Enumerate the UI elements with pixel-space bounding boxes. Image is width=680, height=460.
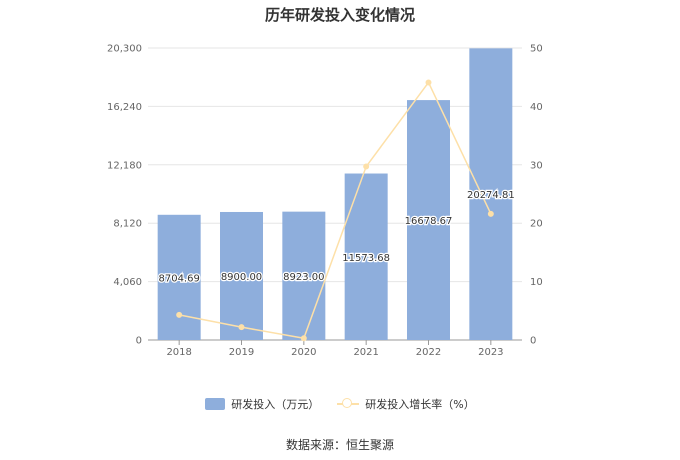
legend-bar-swatch — [205, 398, 226, 410]
growth-rate-point-2021 — [363, 163, 370, 170]
bar-rd-investment-2021 — [344, 173, 388, 340]
y-left-tick-label: 4,060 — [113, 277, 142, 288]
chart-legend: 研发投入（万元） 研发投入增长率（%） — [0, 396, 680, 412]
x-tick-label: 2019 — [229, 347, 254, 358]
x-tick-label: 2021 — [353, 347, 378, 358]
growth-rate-point-2023 — [487, 210, 494, 217]
data-source: 数据来源：恒生聚源 — [285, 438, 394, 452]
chart-plot: 0 0 4,060 10 8,120 20 12,180 30 16,240 40 20,300 50… — [107, 44, 543, 359]
y-left-tick-label: 20,300 — [107, 44, 142, 55]
x-tick-label: 2023 — [478, 347, 503, 358]
y-left-tick-label: 8,120 — [113, 219, 142, 230]
growth-rate-point-2018 — [176, 311, 183, 318]
bar-value-label-2021: 11573.68 — [342, 253, 390, 264]
bar-value-label-2019: 8900.00 — [221, 272, 262, 283]
x-tick-label: 2018 — [166, 347, 191, 358]
growth-rate-point-2019 — [238, 324, 245, 331]
legend-line-swatch — [337, 398, 360, 410]
y-left-tick-label: 0 — [136, 336, 142, 347]
bar-value-label-2020: 8923.00 — [283, 272, 324, 283]
y-right-tick-label: 40 — [530, 102, 543, 113]
bar-rd-investment-2020 — [282, 211, 326, 340]
y-right-tick-label: 0 — [530, 336, 536, 347]
y-right-tick-label: 30 — [530, 160, 543, 171]
bar-rd-investment-2022 — [407, 100, 450, 341]
legend-item-rd-investment[interactable]: 研发投入（万元） — [205, 396, 319, 412]
legend-label-rd-investment: 研发投入（万元） — [231, 398, 320, 411]
bar-value-label-2023: 20274.81 — [467, 190, 515, 201]
growth-rate-line — [179, 81, 492, 340]
legend-label-growth-rate: 研发投入增长率（%） — [365, 398, 475, 411]
y-right-tick-label: 10 — [530, 277, 543, 288]
y-right-tick-label: 20 — [530, 219, 543, 230]
bar-value-label-2022: 16678.67 — [405, 216, 453, 227]
bar-rd-investment-2018 — [157, 214, 201, 340]
bar-rd-investment-2023 — [469, 48, 513, 341]
bar-value-label-2018: 8704.69 — [158, 273, 199, 284]
bar-rd-investment-2019 — [220, 211, 263, 340]
y-left-tick-label: 12,180 — [107, 160, 142, 171]
chart-title: 历年研发投入变化情况 — [264, 6, 415, 24]
growth-rate-point-2022 — [425, 79, 432, 86]
growth-rate-point-2020 — [300, 335, 307, 342]
x-tick-label: 2022 — [416, 347, 441, 358]
legend-item-growth-rate[interactable]: 研发投入增长率（%） — [337, 396, 475, 412]
y-right-tick-label: 50 — [530, 44, 543, 55]
y-left-tick-label: 16,240 — [107, 102, 142, 113]
x-tick-label: 2020 — [291, 347, 316, 358]
